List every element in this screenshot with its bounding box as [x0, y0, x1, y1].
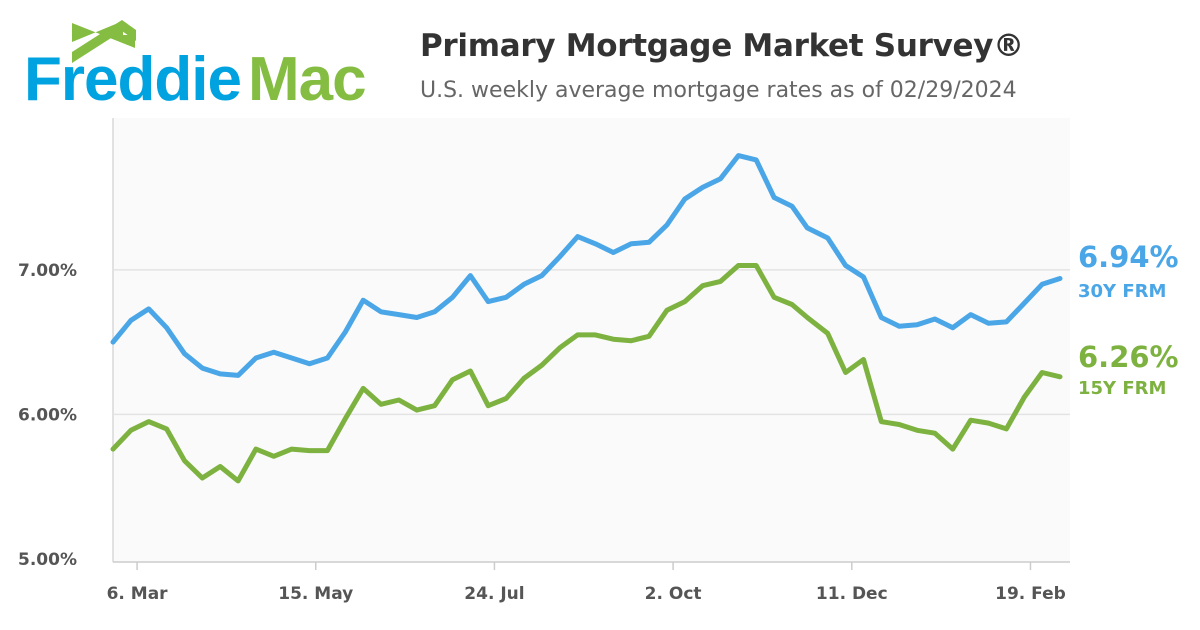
chart-subtitle: U.S. weekly average mortgage rates as of…: [420, 78, 1017, 103]
series-line-30y: [110, 153, 1063, 378]
end-value-30y: 6.94%: [1078, 240, 1179, 274]
x-tick-label: 6. Mar: [107, 584, 169, 604]
series-label-30y: 30Y FRM: [1078, 281, 1167, 302]
x-tick-label: 2. Oct: [645, 584, 702, 604]
series-line-15y: [110, 263, 1063, 484]
x-tick-label: 19. Feb: [995, 584, 1066, 604]
plot-area: [113, 118, 1070, 562]
freddie-mac-logo: Freddie Mac: [24, 20, 367, 108]
y-tick-label: 6.00%: [18, 405, 77, 425]
y-tick-label: 5.00%: [18, 550, 77, 570]
chart-title: Primary Mortgage Market Survey®: [420, 28, 1024, 64]
end-value-15y: 6.26%: [1078, 340, 1179, 374]
svg-text:Mac: Mac: [248, 45, 366, 108]
x-tick-label: 11. Dec: [816, 584, 888, 604]
y-tick-label: 7.00%: [18, 261, 77, 281]
svg-text:Freddie: Freddie: [24, 45, 241, 108]
x-tick-label: 24. Jul: [464, 584, 524, 604]
x-tick-label: 15. May: [278, 584, 353, 604]
series-label-15y: 15Y FRM: [1078, 378, 1167, 399]
